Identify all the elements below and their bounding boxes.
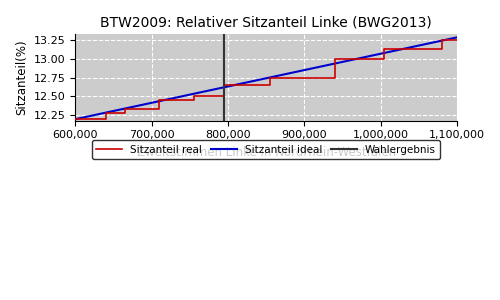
Sitzanteil real [72, 117, 78, 121]
Sitzanteil real [88, 117, 94, 121]
X-axis label: Zweitstimmen Linke in Nordrhein-Westfalen: Zweitstimmen Linke in Nordrhein-Westfale… [136, 146, 396, 159]
Sitzanteil real [267, 76, 273, 79]
Sitzanteil ideal [300, 69, 306, 72]
Sitzanteil real [240, 83, 246, 87]
Sitzanteil real [172, 98, 177, 102]
Sitzanteil ideal [445, 38, 451, 41]
Sitzanteil ideal [72, 117, 78, 121]
Sitzanteil real [332, 57, 338, 60]
Sitzanteil ideal [256, 78, 262, 82]
Sitzanteil real [454, 38, 460, 41]
Sitzanteil real [267, 83, 273, 87]
Legend: Sitzanteil real, Sitzanteil ideal, Wahlergebnis: Sitzanteil real, Sitzanteil ideal, Wahle… [92, 140, 441, 159]
Line: Sitzanteil real: Sitzanteil real [75, 40, 457, 119]
Sitzanteil real [438, 38, 444, 41]
Sitzanteil ideal [279, 73, 285, 77]
Sitzanteil ideal [385, 50, 391, 54]
Y-axis label: Sitzanteil(%): Sitzanteil(%) [15, 40, 28, 115]
Title: BTW2009: Relativer Sitzanteil Linke (BWG2013): BTW2009: Relativer Sitzanteil Linke (BWG… [100, 15, 432, 29]
Sitzanteil ideal [454, 36, 460, 39]
Line: Sitzanteil ideal: Sitzanteil ideal [75, 38, 457, 119]
Sitzanteil ideal [254, 79, 260, 82]
